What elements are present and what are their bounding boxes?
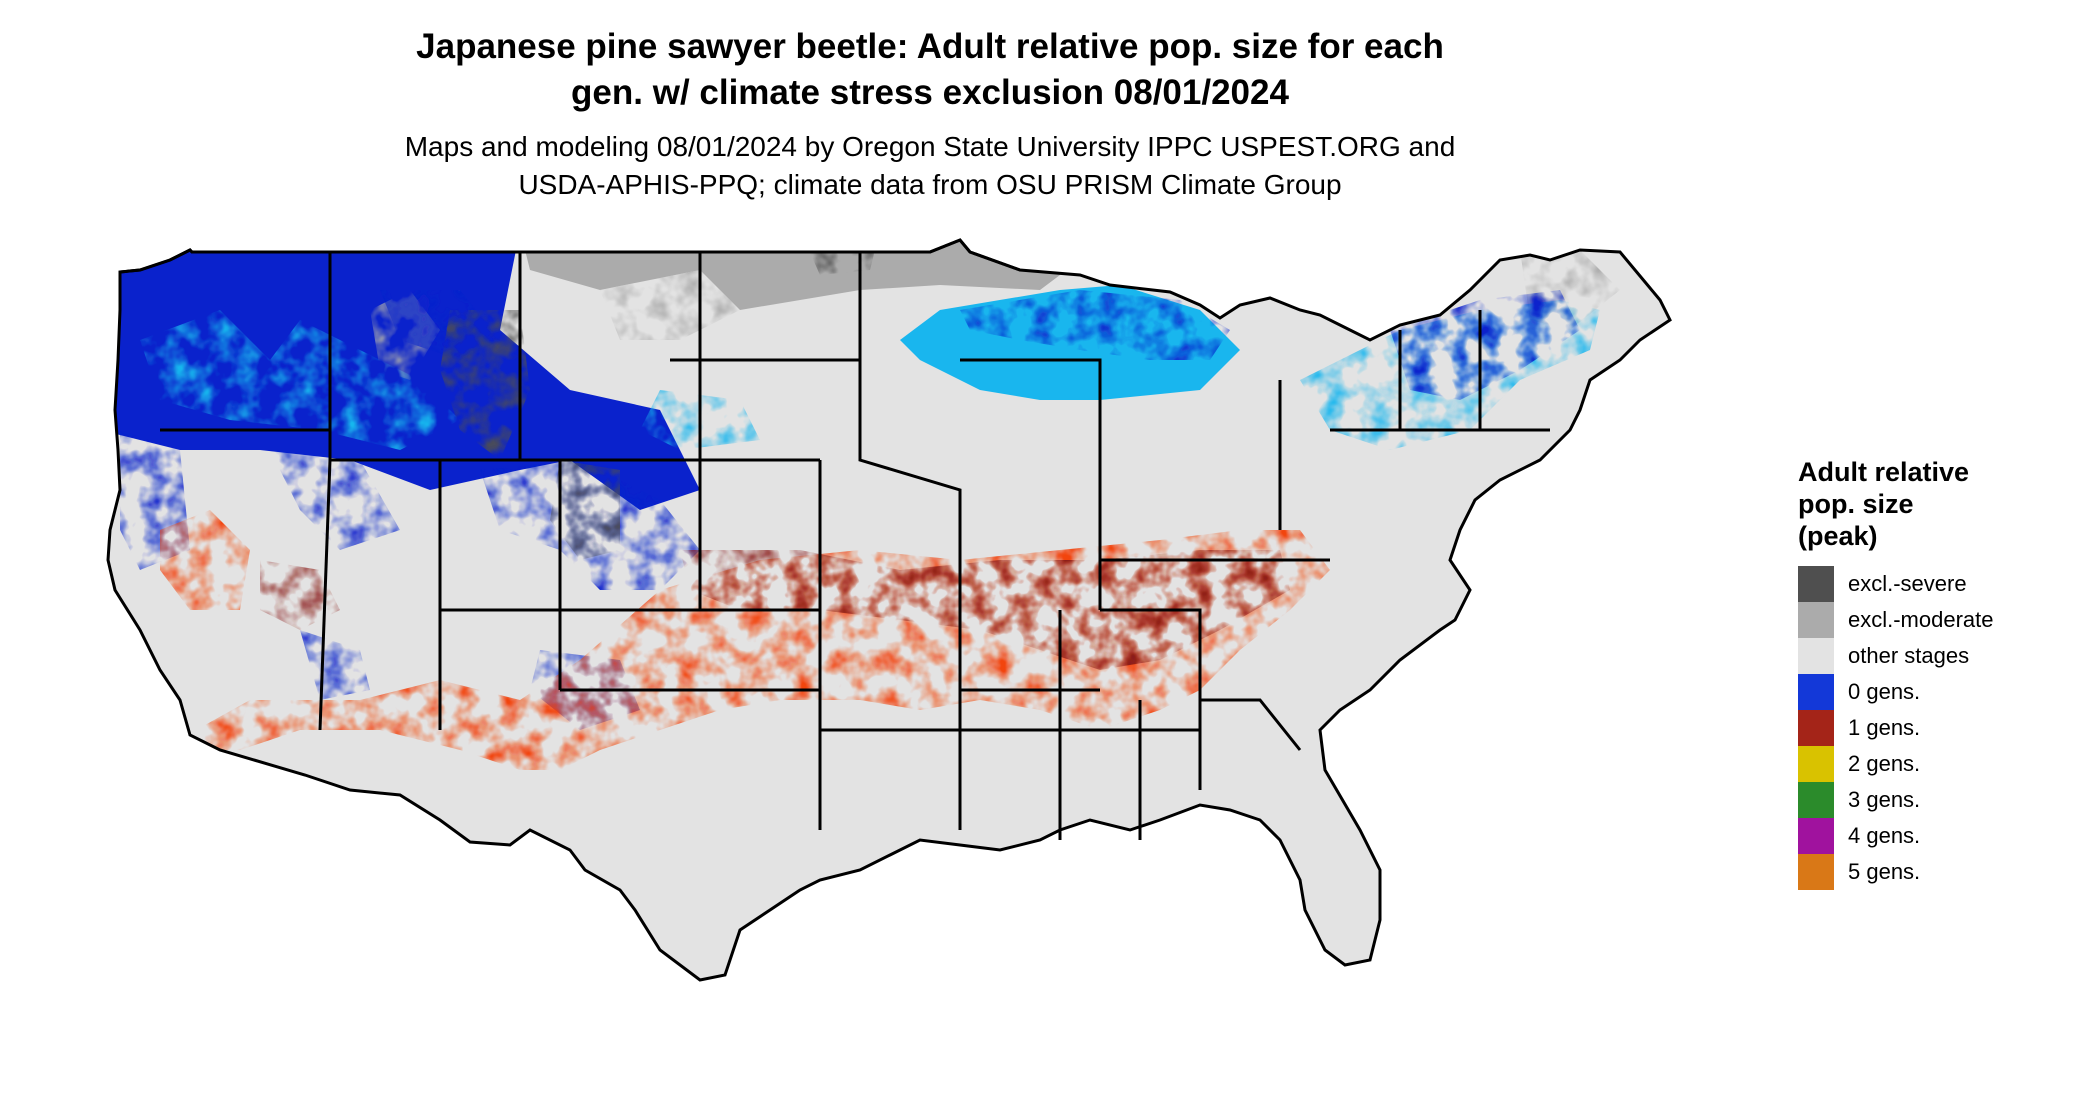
title-line-2: gen. w/ climate stress exclusion 08/01/2…: [571, 73, 1289, 112]
legend-title-line-3: (peak): [1798, 521, 1878, 551]
legend-item: 4 gens.: [1798, 818, 1994, 854]
zero-gens-great-lakes-region: [960, 290, 1230, 360]
legend-items: excl.-severe excl.-moderate other stages 0 …: [1798, 566, 1994, 890]
legend-item: 1 gens.: [1798, 710, 1994, 746]
legend-label: 4 gens.: [1848, 823, 1921, 848]
legend-item: other stages: [1798, 638, 1994, 674]
legend-swatch: [1798, 710, 1834, 746]
two-gens-texas-region: [600, 950, 670, 980]
legend-item: 3 gens.: [1798, 782, 1994, 818]
us-map: [106, 238, 1672, 1080]
legend-title-line-2: pop. size: [1798, 489, 1914, 519]
zero-gens-arizona-region: [300, 630, 370, 700]
one-gen-dark-south-region: [680, 550, 1290, 670]
legend-label: 0 gens.: [1848, 679, 1921, 704]
map-title: Japanese pine sawyer beetle: Adult relat…: [330, 24, 1530, 116]
legend-item: excl.-moderate: [1798, 602, 1994, 638]
legend-label: 1 gens.: [1848, 715, 1921, 740]
legend-item: 0 gens.: [1798, 674, 1994, 710]
state-border-line: [318, 459, 332, 731]
one-gen-dark-california-region: [260, 560, 340, 630]
legend-label: 5 gens.: [1848, 859, 1921, 884]
legend-title: Adult relative pop. size (peak): [1798, 456, 1994, 552]
legend-swatch: [1798, 566, 1834, 602]
state-border-line: [960, 358, 1102, 610]
zero-gens-northeast-region: [1390, 290, 1580, 400]
legend-label: excl.-moderate: [1848, 607, 1994, 632]
excl-severe-colorado-region: [550, 460, 620, 560]
state-border-line: [1200, 698, 1302, 751]
legend-label: other stages: [1848, 643, 1970, 668]
two-gens-florida-region: [1320, 1020, 1380, 1080]
excl-moderate-dakota-region: [600, 270, 740, 340]
excl-severe-wyoming-region: [440, 310, 530, 460]
legend-swatch: [1798, 854, 1834, 890]
legend-label: 3 gens.: [1848, 787, 1921, 812]
legend-label: 2 gens.: [1848, 751, 1921, 776]
legend-item: 2 gens.: [1798, 746, 1994, 782]
title-line-1: Japanese pine sawyer beetle: Adult relat…: [416, 27, 1444, 66]
legend-swatch: [1798, 782, 1834, 818]
state-border-line: [858, 252, 962, 610]
legend-item: 5 gens.: [1798, 854, 1994, 890]
legend-swatch: [1798, 602, 1834, 638]
legend-item: excl.-severe: [1798, 566, 1994, 602]
zero-gens-great-basin-region: [270, 450, 400, 550]
subtitle-line-1: Maps and modeling 08/01/2024 by Oregon S…: [404, 131, 1456, 162]
zero-gens-light-west-region: [140, 310, 460, 450]
state-borders: [106, 238, 1672, 982]
legend-swatch: [1798, 818, 1834, 854]
one-gen-light-california-region: [160, 510, 250, 610]
legend-swatch: [1798, 746, 1834, 782]
subtitle-line-2: USDA-APHIS-PPQ; climate data from OSU PR…: [518, 169, 1342, 200]
legend-label: excl.-severe: [1848, 571, 1967, 596]
map-fill-layer: [108, 240, 1670, 1080]
legend-title-line-1: Adult relative: [1798, 457, 1970, 487]
map-subtitle: Maps and modeling 08/01/2024 by Oregon S…: [330, 128, 1530, 204]
legend-swatch: [1798, 638, 1834, 674]
legend-swatch: [1798, 674, 1834, 710]
legend: Adult relative pop. size (peak) excl.-se…: [1798, 456, 1994, 890]
